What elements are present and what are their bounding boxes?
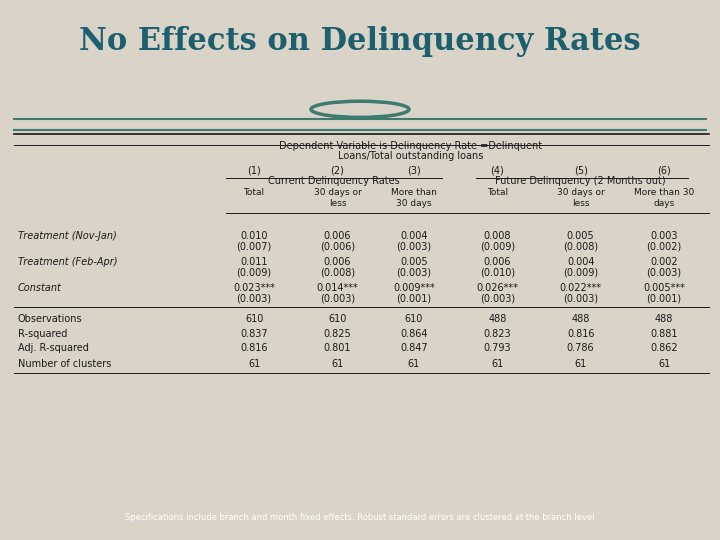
Text: (0.009): (0.009) (237, 267, 271, 278)
Text: More than 30
days: More than 30 days (634, 188, 694, 207)
Text: 610: 610 (245, 314, 264, 325)
Text: (0.001): (0.001) (647, 294, 682, 303)
Text: 0.881: 0.881 (650, 329, 678, 339)
Text: 0.825: 0.825 (323, 329, 351, 339)
Text: Total: Total (243, 188, 265, 197)
Text: 0.014***: 0.014*** (317, 283, 359, 293)
Text: 488: 488 (488, 314, 506, 325)
Text: 0.008: 0.008 (484, 231, 511, 241)
Text: 61: 61 (658, 359, 670, 369)
Text: 610: 610 (328, 314, 346, 325)
Text: (0.006): (0.006) (320, 241, 355, 252)
Text: (0.003): (0.003) (237, 294, 271, 303)
Text: 61: 61 (408, 359, 420, 369)
Text: 0.006: 0.006 (324, 231, 351, 241)
Text: Number of clusters: Number of clusters (18, 359, 112, 369)
Text: (1): (1) (247, 165, 261, 175)
Text: 0.022***: 0.022*** (559, 283, 602, 293)
Text: Specifications include branch and month fixed effects. Robust standard errors ar: Specifications include branch and month … (125, 512, 595, 522)
Text: Treatment (Feb-Apr): Treatment (Feb-Apr) (18, 256, 117, 267)
Text: Dependent Variable is Delinquency Rate =Delinquent: Dependent Variable is Delinquency Rate =… (279, 141, 542, 151)
Text: 0.005: 0.005 (400, 256, 428, 267)
Text: 0.864: 0.864 (400, 329, 428, 339)
Text: (0.008): (0.008) (320, 267, 355, 278)
Text: 610: 610 (405, 314, 423, 325)
Text: 0.006: 0.006 (324, 256, 351, 267)
Text: (6): (6) (657, 165, 671, 175)
Text: Constant: Constant (18, 283, 62, 293)
Text: 0.023***: 0.023*** (233, 283, 275, 293)
Text: (2): (2) (330, 165, 344, 175)
Text: 0.003: 0.003 (650, 231, 678, 241)
Text: No Effects on Delinquency Rates: No Effects on Delinquency Rates (79, 26, 641, 57)
Text: (0.002): (0.002) (647, 241, 682, 252)
Text: R-squared: R-squared (18, 329, 67, 339)
Text: Loans/Total outstanding loans: Loans/Total outstanding loans (338, 151, 483, 161)
Text: 30 days or
less: 30 days or less (314, 188, 361, 207)
Text: (0.003): (0.003) (563, 294, 598, 303)
Text: Observations: Observations (18, 314, 83, 325)
Text: 0.005***: 0.005*** (643, 283, 685, 293)
Text: Total: Total (487, 188, 508, 197)
Text: (0.003): (0.003) (396, 241, 431, 252)
Text: (5): (5) (574, 165, 588, 175)
Text: 0.816: 0.816 (240, 343, 268, 353)
Text: 0.006: 0.006 (484, 256, 511, 267)
Text: 0.004: 0.004 (400, 231, 428, 241)
Text: 488: 488 (572, 314, 590, 325)
Text: 0.816: 0.816 (567, 329, 595, 339)
Text: More than
30 days: More than 30 days (391, 188, 437, 207)
Text: 0.026***: 0.026*** (477, 283, 518, 293)
Text: 0.004: 0.004 (567, 256, 595, 267)
Text: Future Delinquency (2 Months out): Future Delinquency (2 Months out) (495, 176, 666, 186)
Text: 61: 61 (331, 359, 343, 369)
Text: (0.003): (0.003) (396, 267, 431, 278)
Text: Treatment (Nov-Jan): Treatment (Nov-Jan) (18, 231, 117, 241)
Text: 0.010: 0.010 (240, 231, 268, 241)
Text: 0.786: 0.786 (567, 343, 595, 353)
Text: 61: 61 (575, 359, 587, 369)
Text: Current Delinquency Rates: Current Delinquency Rates (268, 176, 400, 186)
Text: 0.009***: 0.009*** (393, 283, 435, 293)
Text: 30 days or
less: 30 days or less (557, 188, 605, 207)
Text: 0.793: 0.793 (483, 343, 511, 353)
Text: (3): (3) (407, 165, 420, 175)
Text: (0.003): (0.003) (320, 294, 355, 303)
Text: 0.005: 0.005 (567, 231, 595, 241)
Text: (0.003): (0.003) (480, 294, 515, 303)
Text: (0.003): (0.003) (647, 267, 682, 278)
Text: 0.847: 0.847 (400, 343, 428, 353)
Text: (0.009): (0.009) (480, 241, 515, 252)
Text: 0.011: 0.011 (240, 256, 268, 267)
Text: (0.007): (0.007) (236, 241, 271, 252)
Text: (0.008): (0.008) (563, 241, 598, 252)
Text: 0.002: 0.002 (650, 256, 678, 267)
Text: (4): (4) (490, 165, 504, 175)
Text: 0.837: 0.837 (240, 329, 268, 339)
Text: 0.862: 0.862 (650, 343, 678, 353)
Text: (0.010): (0.010) (480, 267, 515, 278)
Text: 61: 61 (491, 359, 503, 369)
Text: 488: 488 (655, 314, 673, 325)
Text: 0.823: 0.823 (483, 329, 511, 339)
Text: (0.009): (0.009) (563, 267, 598, 278)
Text: (0.001): (0.001) (396, 294, 431, 303)
Text: 61: 61 (248, 359, 260, 369)
Text: 0.801: 0.801 (324, 343, 351, 353)
Text: Adj. R-squared: Adj. R-squared (18, 343, 89, 353)
